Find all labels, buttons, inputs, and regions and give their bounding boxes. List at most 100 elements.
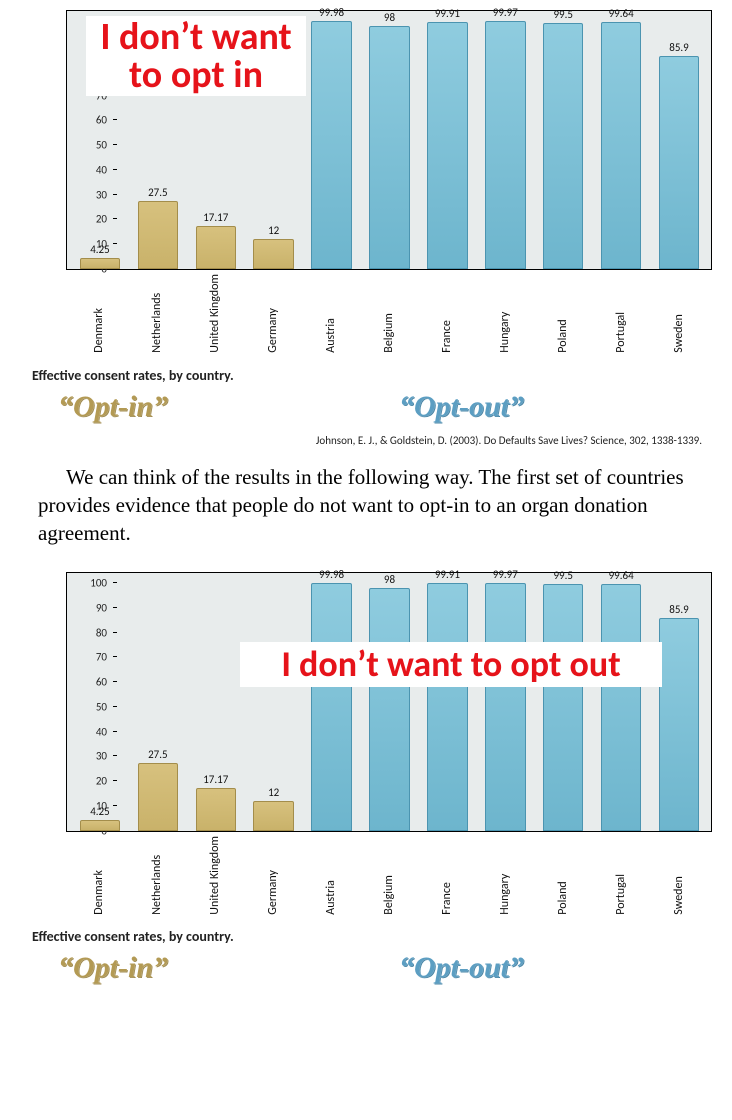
bar-slot: 99.91 bbox=[418, 568, 476, 830]
x-label-slot: Austria bbox=[302, 270, 360, 353]
x-label: Poland bbox=[556, 274, 570, 353]
bar-slot: 99.97 bbox=[476, 6, 534, 269]
x-label: United Kingdom bbox=[208, 836, 222, 915]
x-label-slot: Austria bbox=[302, 832, 360, 915]
opt-labels-top: “Opt-in” “Opt-out” bbox=[58, 390, 712, 424]
bar-slot: 99.5 bbox=[534, 569, 592, 830]
bar-slot: 99.64 bbox=[592, 569, 650, 831]
bar-slot: 27.5 bbox=[129, 748, 187, 831]
bar-slot: 12 bbox=[245, 224, 303, 269]
bar-value-label: 99.91 bbox=[435, 568, 460, 581]
x-label: Netherlands bbox=[150, 836, 164, 915]
opt-labels-bottom: “Opt-in” “Opt-out” bbox=[58, 951, 712, 985]
bar-value-label: 4.25 bbox=[90, 805, 110, 818]
x-label: Portugal bbox=[614, 836, 628, 915]
x-label-slot: Hungary bbox=[476, 832, 534, 915]
bar bbox=[543, 584, 584, 830]
bar-value-label: 85.9 bbox=[669, 41, 689, 54]
bar-value-label: 17.17 bbox=[203, 211, 228, 224]
x-label: France bbox=[440, 274, 454, 353]
bar bbox=[659, 56, 700, 269]
chart-caption-top: Effective consent rates, by country. bbox=[32, 367, 712, 384]
x-label: Netherlands bbox=[150, 274, 164, 353]
bar bbox=[485, 583, 526, 831]
x-label-slot: Portugal bbox=[592, 832, 650, 915]
x-label: Germany bbox=[266, 274, 280, 353]
opt-in-label: “Opt-in” bbox=[58, 390, 371, 424]
x-label-slot: Poland bbox=[534, 832, 592, 915]
x-label-slot: Netherlands bbox=[128, 270, 186, 353]
x-label-slot: Belgium bbox=[360, 832, 418, 915]
chart-bottom-body: Effective consent percentage 01020304050… bbox=[20, 572, 712, 915]
bar bbox=[485, 21, 526, 269]
bar-value-label: 99.64 bbox=[609, 7, 634, 20]
bar bbox=[659, 618, 700, 831]
bar-slot: 98 bbox=[361, 573, 419, 831]
bar-slot: 99.5 bbox=[534, 8, 592, 269]
bar bbox=[427, 22, 468, 269]
bar-value-label: 4.25 bbox=[90, 243, 110, 256]
x-label-slot: Netherlands bbox=[128, 832, 186, 915]
bar-slot: 98 bbox=[361, 11, 419, 269]
x-label: Belgium bbox=[382, 274, 396, 353]
bar-slot: 4.25 bbox=[71, 805, 129, 831]
bar bbox=[369, 588, 410, 831]
bar bbox=[138, 201, 179, 269]
x-labels-bottom: Denmark Netherlands United Kingdom Germany A… bbox=[66, 832, 712, 915]
bar-slot: 99.98 bbox=[303, 568, 361, 831]
bar-slot: 17.17 bbox=[187, 773, 245, 831]
bar bbox=[253, 239, 294, 269]
citation: Johnson, E. J., & Goldstein, D. (2003). … bbox=[20, 434, 702, 447]
opt-out-label: “Opt-out” bbox=[371, 390, 712, 424]
x-label: Denmark bbox=[92, 274, 106, 353]
bar-slot: 85.9 bbox=[650, 41, 708, 269]
bar-value-label: 98 bbox=[384, 573, 395, 586]
bar bbox=[253, 801, 294, 831]
x-label-slot: Sweden bbox=[650, 832, 708, 915]
bar-slot: 4.25 bbox=[71, 243, 129, 269]
bar-value-label: 99.91 bbox=[435, 7, 460, 20]
bar-value-label: 85.9 bbox=[669, 603, 689, 616]
bar bbox=[311, 583, 352, 831]
bar-value-label: 99.98 bbox=[319, 568, 344, 581]
x-label: Germany bbox=[266, 836, 280, 915]
bar-value-label: 99.5 bbox=[553, 8, 573, 21]
x-label: United Kingdom bbox=[208, 274, 222, 353]
page: Effective consent percentage 01020304050… bbox=[0, 0, 732, 1003]
bar-value-label: 17.17 bbox=[203, 773, 228, 786]
bar bbox=[601, 584, 642, 831]
x-label: Hungary bbox=[498, 836, 512, 915]
annotation-opt-in: I don’t want to opt in bbox=[86, 16, 306, 96]
bar bbox=[196, 788, 237, 831]
x-label: Poland bbox=[556, 836, 570, 915]
bar bbox=[427, 583, 468, 830]
bar-value-label: 99.97 bbox=[493, 568, 518, 581]
bar-slot: 99.91 bbox=[418, 7, 476, 269]
chart-top-body: Effective consent percentage 01020304050… bbox=[20, 10, 712, 353]
bar-value-label: 27.5 bbox=[148, 748, 168, 761]
x-label-slot: Germany bbox=[244, 270, 302, 353]
bar bbox=[543, 23, 584, 269]
x-label-slot: Denmark bbox=[70, 832, 128, 915]
bar bbox=[80, 820, 121, 831]
bar bbox=[601, 22, 642, 269]
bar-value-label: 99.5 bbox=[553, 569, 573, 582]
bar-value-label: 98 bbox=[384, 11, 395, 24]
x-label-slot: United Kingdom bbox=[186, 270, 244, 353]
bar-slot: 99.64 bbox=[592, 7, 650, 269]
bar bbox=[311, 21, 352, 269]
x-label-slot: Poland bbox=[534, 270, 592, 353]
plot-area-bottom: 0102030405060708090100 4.2527.517.171299… bbox=[66, 572, 712, 832]
bar-value-label: 12 bbox=[268, 786, 279, 799]
x-label: Sweden bbox=[672, 836, 686, 915]
x-label-slot: Germany bbox=[244, 832, 302, 915]
chart-caption-bottom: Effective consent rates, by country. bbox=[32, 928, 712, 945]
chart-top: Effective consent percentage 01020304050… bbox=[20, 10, 712, 424]
bar-slot: 99.97 bbox=[476, 568, 534, 831]
x-label: Austria bbox=[324, 836, 338, 915]
x-label-slot: France bbox=[418, 270, 476, 353]
body-paragraph: We can think of the results in the follo… bbox=[38, 463, 694, 548]
bar-value-label: 99.97 bbox=[493, 6, 518, 19]
opt-out-label-2: “Opt-out” bbox=[371, 951, 712, 985]
x-label: France bbox=[440, 836, 454, 915]
